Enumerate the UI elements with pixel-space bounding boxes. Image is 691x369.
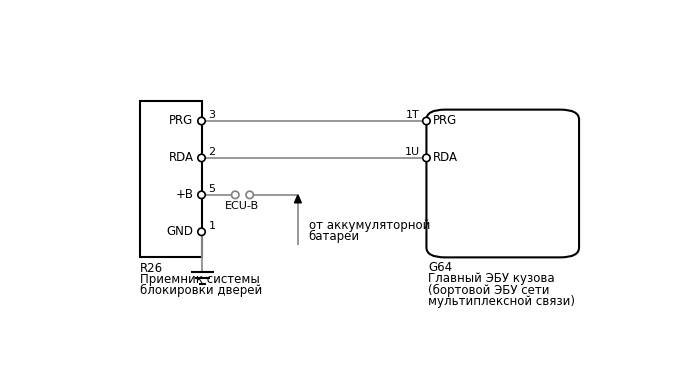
Ellipse shape bbox=[198, 191, 205, 199]
Text: G64: G64 bbox=[428, 261, 452, 274]
Text: 5: 5 bbox=[209, 184, 216, 194]
Text: 1: 1 bbox=[209, 221, 216, 231]
Text: RDA: RDA bbox=[433, 151, 458, 165]
Text: (бортовой ЭБУ сети: (бортовой ЭБУ сети bbox=[428, 283, 549, 297]
Text: +B: +B bbox=[176, 188, 193, 201]
Ellipse shape bbox=[423, 117, 430, 125]
Ellipse shape bbox=[198, 154, 205, 162]
Text: Приемник системы: Приемник системы bbox=[140, 273, 260, 286]
Text: 1T: 1T bbox=[406, 110, 419, 120]
Text: блокировки дверей: блокировки дверей bbox=[140, 284, 262, 297]
Text: Главный ЭБУ кузова: Главный ЭБУ кузова bbox=[428, 272, 555, 285]
Ellipse shape bbox=[246, 191, 254, 199]
Text: 3: 3 bbox=[209, 110, 216, 120]
Ellipse shape bbox=[198, 117, 205, 125]
Ellipse shape bbox=[423, 154, 430, 162]
Text: 1U: 1U bbox=[404, 147, 419, 157]
Text: PRG: PRG bbox=[169, 114, 193, 128]
Text: R26: R26 bbox=[140, 262, 163, 275]
Ellipse shape bbox=[198, 228, 205, 235]
Text: батареи: батареи bbox=[309, 230, 360, 244]
Text: мультиплексной связи): мультиплексной связи) bbox=[428, 295, 575, 308]
Text: 2: 2 bbox=[209, 147, 216, 157]
Polygon shape bbox=[294, 195, 301, 203]
Text: от аккумуляторной: от аккумуляторной bbox=[309, 219, 430, 232]
Ellipse shape bbox=[231, 191, 239, 199]
Text: RDA: RDA bbox=[169, 151, 193, 165]
Text: GND: GND bbox=[167, 225, 193, 238]
Text: ECU-B: ECU-B bbox=[225, 201, 259, 211]
Text: PRG: PRG bbox=[433, 114, 457, 128]
